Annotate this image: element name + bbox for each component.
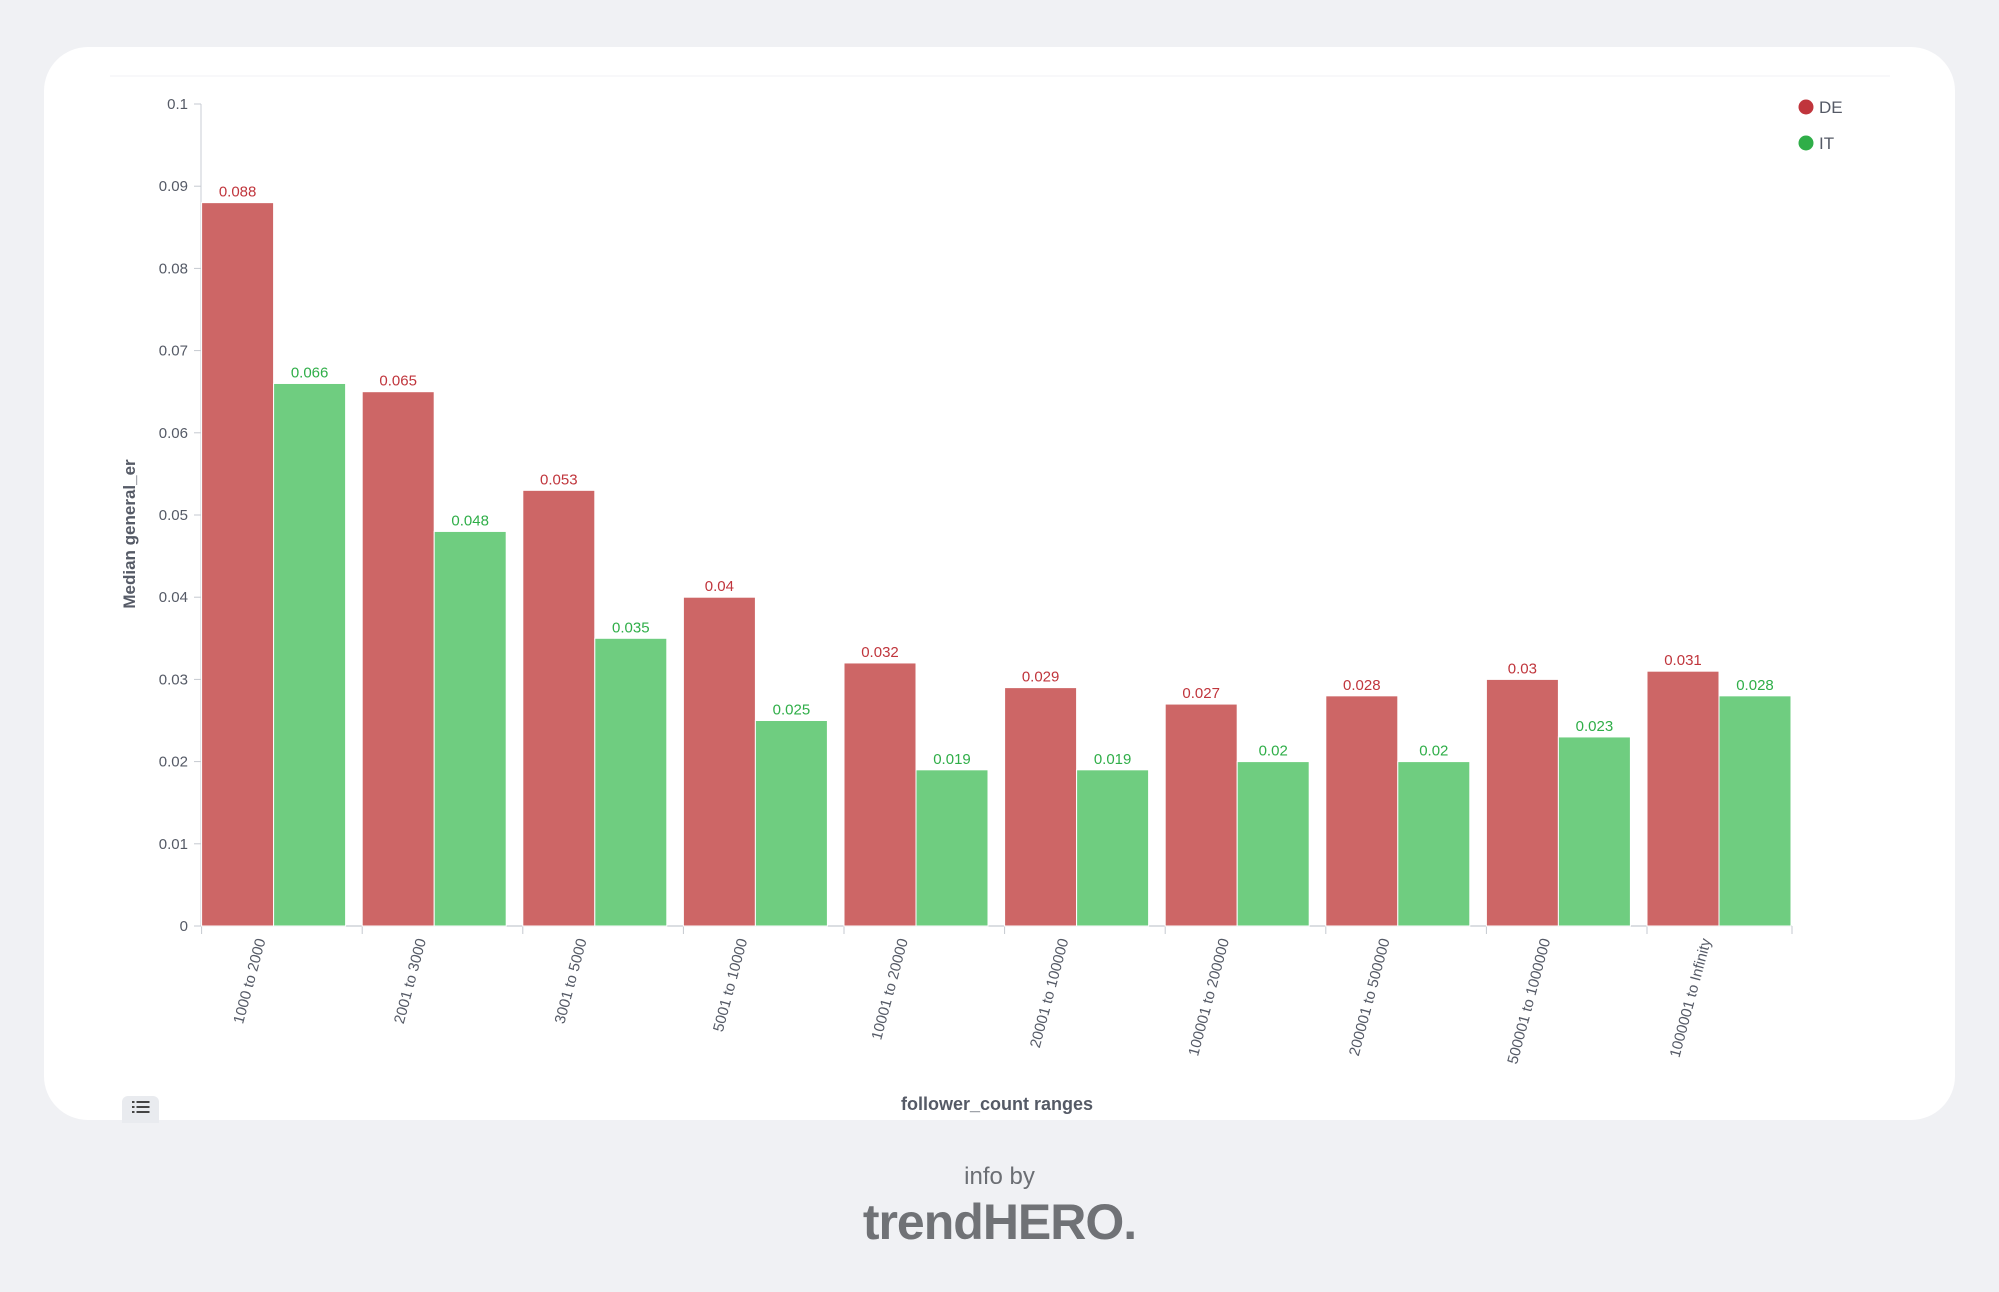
x-tick-label: 100001 to 200000 — [1185, 937, 1233, 1058]
bar-de[interactable] — [1004, 687, 1078, 927]
data-label-it: 0.035 — [612, 619, 650, 636]
x-tick-label: 1000001 to Infinity — [1667, 936, 1715, 1059]
x-tick-label: 3001 to 5000 — [552, 937, 591, 1026]
data-label-de: 0.065 — [379, 373, 417, 390]
data-label-de: 0.029 — [1022, 669, 1060, 686]
x-tick-label: 1000 to 2000 — [230, 937, 269, 1026]
y-tick-label: 0.09 — [159, 178, 188, 195]
data-label-de: 0.032 — [861, 644, 899, 661]
y-tick-label: 0.03 — [159, 671, 188, 688]
bar-it[interactable] — [1718, 695, 1792, 927]
bar-de[interactable] — [201, 202, 275, 927]
legend-swatch[interactable] — [1798, 99, 1814, 115]
x-tick-label: 200001 to 500000 — [1346, 937, 1394, 1058]
data-label-de: 0.031 — [1664, 652, 1702, 669]
y-tick-label: 0.08 — [159, 260, 188, 277]
data-label-it: 0.023 — [1576, 718, 1614, 735]
bar-it[interactable] — [754, 720, 828, 927]
legend[interactable]: DE IT — [1798, 98, 1843, 153]
data-label-it: 0.025 — [773, 702, 811, 719]
x-tick-label: 20001 to 100000 — [1027, 937, 1073, 1050]
y-axis-title: Median general_er — [120, 459, 139, 609]
brand-logo: trendHERO. — [862, 1194, 1137, 1250]
y-tick-label: 0.07 — [159, 343, 188, 360]
y-tick-label: 0.06 — [159, 425, 188, 442]
list-icon — [131, 1100, 150, 1119]
y-tick-label: 0.04 — [159, 589, 188, 606]
x-tick-label: 5001 to 10000 — [710, 937, 751, 1034]
x-tick-label: 10001 to 20000 — [868, 937, 911, 1042]
x-tick-label: 2001 to 3000 — [391, 937, 430, 1026]
y-tick-label: 0.02 — [159, 754, 188, 771]
bar-it[interactable] — [1236, 761, 1310, 927]
bar-de[interactable] — [682, 596, 756, 927]
data-label-it: 0.02 — [1259, 743, 1288, 760]
data-label-de: 0.027 — [1182, 685, 1220, 702]
data-label-it: 0.028 — [1736, 677, 1774, 694]
data-label-it: 0.02 — [1419, 743, 1448, 760]
bars — [201, 202, 1792, 927]
data-label-it: 0.019 — [1094, 751, 1132, 768]
data-label-de: 0.04 — [705, 578, 734, 595]
bar-it[interactable] — [915, 769, 989, 927]
y-axis: 0 0.01 0.02 0.03 0.04 0.05 0.06 0.07 0.08 0.09 0.1 — [159, 96, 202, 935]
bar-de[interactable] — [1646, 670, 1720, 927]
bar-it[interactable] — [273, 382, 347, 927]
legend-label[interactable]: IT — [1819, 134, 1834, 153]
x-axis-title: follower_count ranges — [901, 1094, 1093, 1114]
bar-de[interactable] — [1164, 703, 1238, 927]
data-label-de: 0.088 — [219, 184, 257, 201]
bar-de[interactable] — [1485, 678, 1559, 927]
y-tick-label: 0 — [180, 918, 188, 935]
data-label-de: 0.028 — [1343, 677, 1381, 694]
y-tick-label: 0.01 — [159, 836, 188, 853]
legend-toggle-button[interactable] — [122, 1096, 159, 1123]
data-label-de: 0.053 — [540, 471, 578, 488]
bar-it[interactable] — [594, 637, 668, 927]
bar-de[interactable] — [361, 391, 435, 927]
bar-it[interactable] — [433, 530, 507, 927]
footer-caption: info by — [964, 1163, 1035, 1190]
data-label-it: 0.066 — [291, 364, 329, 381]
bar-de[interactable] — [843, 662, 917, 927]
data-label-it: 0.019 — [933, 751, 971, 768]
legend-swatch[interactable] — [1798, 135, 1814, 151]
y-tick-label: 0.1 — [167, 96, 188, 113]
x-tick-label: 500001 to 1000000 — [1504, 937, 1554, 1066]
bar-de[interactable] — [1325, 695, 1399, 927]
x-axis: 1000 to 2000 2001 to 3000 3001 to 5000 5001… — [201, 925, 1793, 1066]
bar-de[interactable] — [522, 489, 596, 927]
bar-it[interactable] — [1397, 761, 1471, 927]
bar-labels: 0.088 0.065 0.053 0.04 0.032 0.029 0.027 0.028 0… — [219, 184, 1774, 768]
bar-it[interactable] — [1557, 736, 1631, 927]
data-label-it: 0.048 — [451, 512, 489, 529]
data-label-de: 0.03 — [1508, 660, 1537, 677]
y-tick-label: 0.05 — [159, 507, 188, 524]
legend-label[interactable]: DE — [1819, 98, 1843, 117]
bar-it[interactable] — [1076, 769, 1150, 927]
